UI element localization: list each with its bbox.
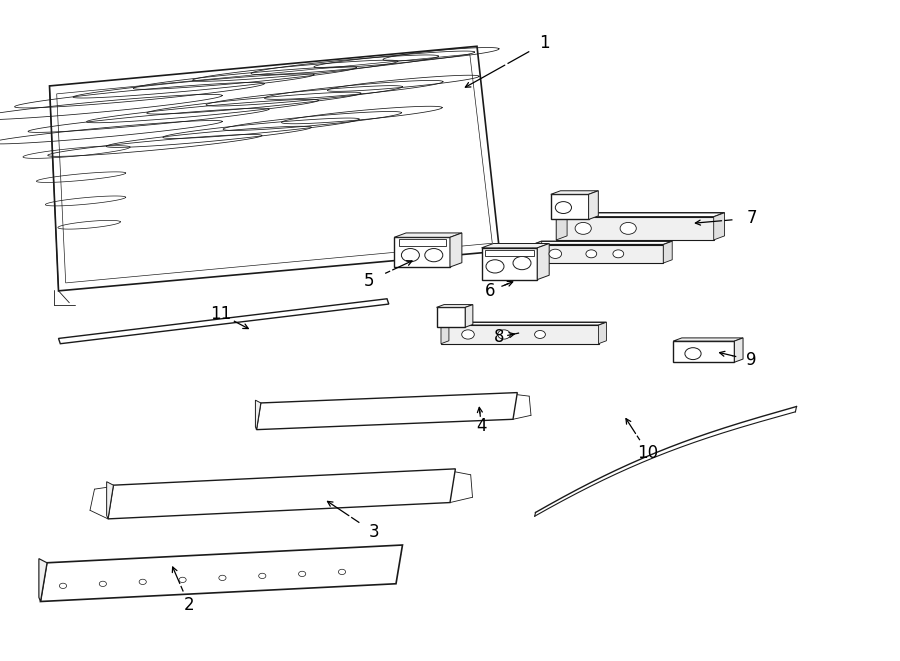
Polygon shape bbox=[663, 241, 672, 263]
Polygon shape bbox=[551, 191, 598, 194]
Polygon shape bbox=[589, 191, 598, 219]
Polygon shape bbox=[256, 400, 261, 430]
Circle shape bbox=[620, 222, 636, 234]
Text: 5: 5 bbox=[364, 272, 374, 290]
Text: 7: 7 bbox=[746, 209, 757, 227]
Polygon shape bbox=[394, 233, 462, 237]
Polygon shape bbox=[598, 323, 607, 344]
Polygon shape bbox=[533, 241, 542, 263]
Polygon shape bbox=[399, 239, 446, 246]
Text: 8: 8 bbox=[494, 328, 505, 346]
Polygon shape bbox=[485, 250, 534, 256]
Polygon shape bbox=[394, 237, 450, 267]
Polygon shape bbox=[441, 323, 607, 325]
Circle shape bbox=[401, 249, 419, 262]
Polygon shape bbox=[108, 469, 455, 519]
Text: 10: 10 bbox=[637, 444, 659, 462]
Polygon shape bbox=[533, 245, 663, 263]
Polygon shape bbox=[465, 305, 472, 327]
Text: 2: 2 bbox=[184, 596, 194, 614]
Text: 1: 1 bbox=[539, 34, 550, 52]
Text: 11: 11 bbox=[210, 305, 231, 323]
Polygon shape bbox=[50, 46, 500, 291]
Circle shape bbox=[549, 249, 562, 258]
Polygon shape bbox=[450, 233, 462, 267]
Circle shape bbox=[575, 222, 591, 234]
Polygon shape bbox=[58, 299, 389, 344]
Polygon shape bbox=[551, 194, 589, 219]
Circle shape bbox=[462, 330, 474, 339]
Circle shape bbox=[555, 202, 572, 214]
Polygon shape bbox=[436, 307, 465, 327]
Polygon shape bbox=[556, 217, 714, 240]
Polygon shape bbox=[40, 545, 402, 602]
Polygon shape bbox=[556, 213, 567, 240]
Text: 9: 9 bbox=[746, 351, 757, 369]
Circle shape bbox=[613, 250, 624, 258]
Polygon shape bbox=[537, 243, 549, 280]
Circle shape bbox=[586, 250, 597, 258]
Polygon shape bbox=[714, 213, 724, 240]
Polygon shape bbox=[39, 559, 47, 602]
Polygon shape bbox=[441, 325, 598, 344]
Polygon shape bbox=[734, 338, 743, 362]
Polygon shape bbox=[441, 323, 449, 344]
Polygon shape bbox=[482, 243, 549, 248]
Text: 3: 3 bbox=[368, 523, 379, 541]
Circle shape bbox=[498, 330, 510, 339]
Circle shape bbox=[513, 256, 531, 270]
Circle shape bbox=[425, 249, 443, 262]
Text: 6: 6 bbox=[485, 282, 496, 300]
Polygon shape bbox=[256, 393, 518, 430]
Polygon shape bbox=[556, 213, 725, 217]
Circle shape bbox=[486, 260, 504, 273]
Polygon shape bbox=[673, 338, 743, 341]
Polygon shape bbox=[482, 248, 537, 280]
Polygon shape bbox=[106, 482, 113, 519]
Text: 4: 4 bbox=[476, 417, 487, 436]
Polygon shape bbox=[673, 341, 734, 362]
Polygon shape bbox=[533, 241, 672, 245]
Circle shape bbox=[685, 348, 701, 360]
Circle shape bbox=[535, 330, 545, 338]
Polygon shape bbox=[436, 305, 472, 307]
